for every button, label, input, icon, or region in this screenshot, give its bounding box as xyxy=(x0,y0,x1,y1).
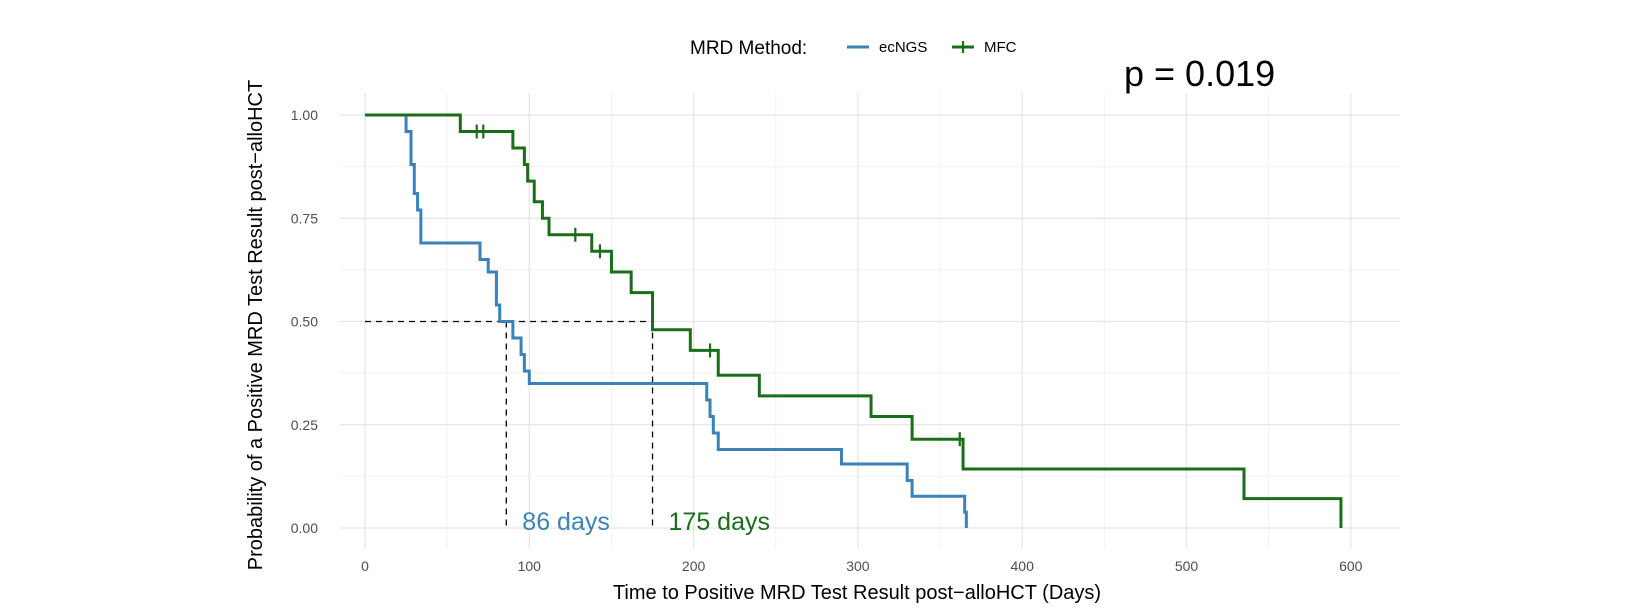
legend: MRD Method: ecNGS MFC xyxy=(690,38,1017,59)
x-tick-label: 500 xyxy=(1175,558,1199,574)
x-tick-label: 600 xyxy=(1339,558,1363,574)
median-label: 175 days xyxy=(669,508,770,536)
legend-title: MRD Method: xyxy=(690,38,807,59)
y-tick-label: 0.75 xyxy=(291,210,318,226)
x-tick-label: 100 xyxy=(518,558,542,574)
x-axis-ticks: 0 100 200 300 400 500 600 xyxy=(361,558,1363,574)
y-tick-label: 0.50 xyxy=(291,314,318,330)
y-tick-label: 0.25 xyxy=(291,417,318,433)
x-tick-label: 400 xyxy=(1011,558,1035,574)
median-labels: 86 days 175 days xyxy=(522,508,770,536)
series-layer xyxy=(365,113,1343,528)
y-tick-label: 0.00 xyxy=(291,520,318,536)
grid-major xyxy=(340,93,1400,548)
x-axis-title: Time to Positive MRD Test Result post−al… xyxy=(613,582,1101,604)
series-line-ecngs xyxy=(365,113,968,528)
y-tick-label: 1.00 xyxy=(291,107,318,123)
y-axis-title: Probability of a Positive MRD Test Resul… xyxy=(245,80,267,570)
x-tick-label: 0 xyxy=(361,558,369,574)
legend-label-ecngs: ecNGS xyxy=(879,39,927,56)
series-line-mfc xyxy=(365,113,1343,528)
x-tick-label: 200 xyxy=(682,558,706,574)
p-value-annotation: p = 0.019 xyxy=(1124,53,1275,94)
grid-minor xyxy=(340,93,1400,548)
legend-label-mfc: MFC xyxy=(984,39,1017,56)
median-label: 86 days xyxy=(522,508,610,536)
y-axis-ticks: 0.00 0.25 0.50 0.75 1.00 xyxy=(291,107,318,536)
x-tick-label: 300 xyxy=(846,558,870,574)
